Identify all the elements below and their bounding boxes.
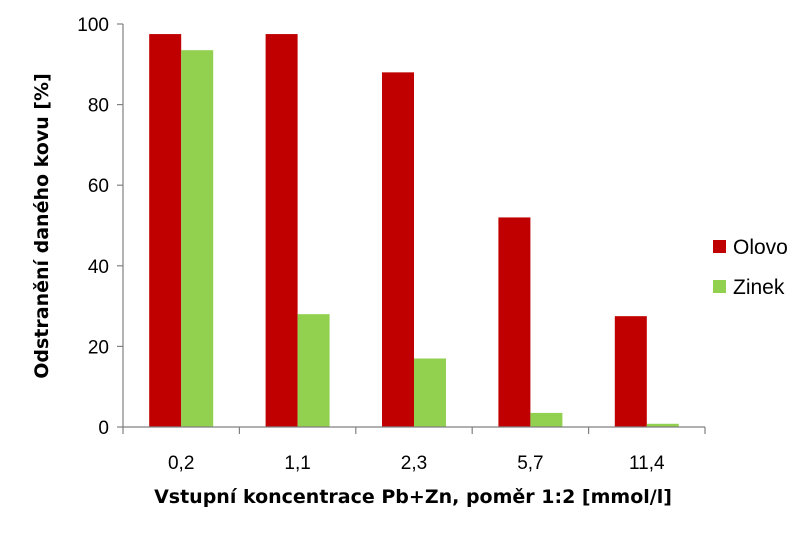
- y-tick-label: 80: [88, 96, 109, 117]
- legend-swatch-zinek: [713, 280, 726, 293]
- legend: Olovo Zinek: [713, 236, 788, 299]
- x-tick-label: 1,1: [284, 453, 310, 474]
- bar-olovo-4: [614, 316, 647, 427]
- x-tick-labels: 0,2 1,1 2,3 5,7 11,4: [168, 453, 665, 474]
- x-axis-title: Vstupní koncentrace Pb+Zn, poměr 1:2 [mm…: [154, 486, 672, 508]
- y-tick-labels: 0 20 40 60 80 100: [77, 15, 109, 439]
- bar-olovo-1: [265, 34, 298, 427]
- y-axis-title: Odstranění daného kovu [%]: [31, 73, 53, 379]
- x-tick-label: 0,2: [168, 453, 194, 474]
- bar-zinek-3: [530, 412, 563, 427]
- bar-olovo-3: [498, 217, 531, 427]
- y-tick-label: 100: [77, 15, 109, 36]
- legend-label-zinek: Zinek: [733, 276, 785, 299]
- x-tick-label: 11,4: [629, 453, 665, 474]
- bar-olovo-2: [382, 72, 414, 428]
- x-tick-label: 2,3: [401, 453, 427, 474]
- y-tick-label: 0: [98, 418, 109, 439]
- axes-group: [117, 23, 706, 434]
- y-tick-label: 60: [88, 176, 109, 197]
- bar-zinek-0: [181, 50, 214, 427]
- legend-label-olovo: Olovo: [733, 236, 788, 259]
- bar-olovo-0: [149, 34, 182, 427]
- legend-swatch-olovo: [713, 240, 726, 253]
- x-tick-label: 5,7: [517, 453, 543, 474]
- bars-group: [149, 34, 679, 428]
- bar-zinek-4: [646, 423, 679, 427]
- bar-zinek-1: [297, 314, 330, 427]
- y-tick-label: 20: [88, 337, 109, 358]
- bar-zinek-2: [414, 358, 446, 427]
- y-tick-label: 40: [88, 257, 109, 278]
